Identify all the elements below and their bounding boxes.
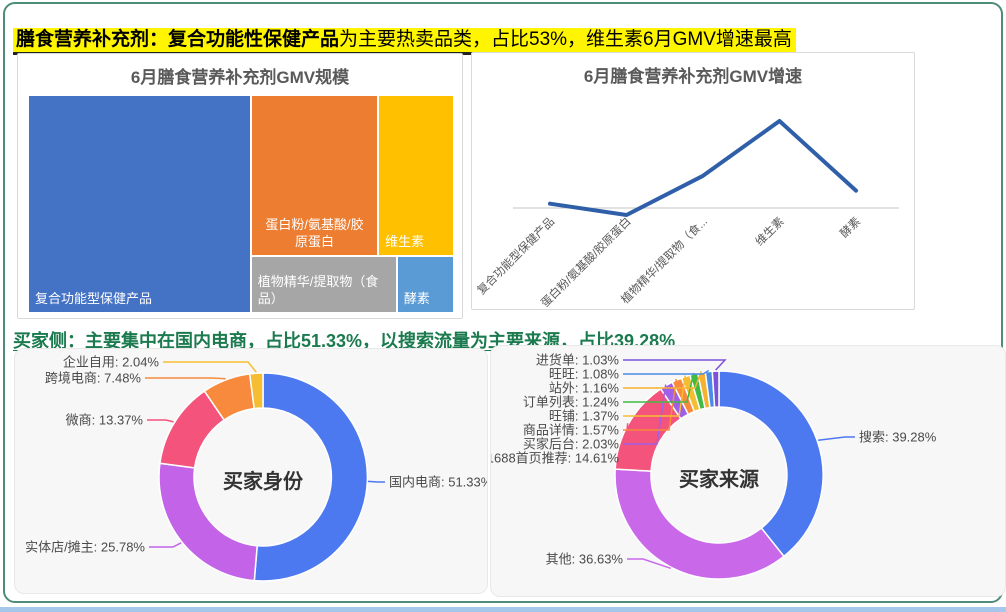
line-chart-title: 6月膳食营养补充剂GMV增速: [583, 67, 803, 86]
donut-slice: [711, 370, 720, 408]
treemap-node: 植物精华/提取物（食品）: [250, 255, 397, 313]
buyer-source-center-label: 买家来源: [679, 469, 759, 491]
donut-slice-label: 进货单: 1.03%: [536, 353, 620, 368]
treemap-chart: 复合功能型保健产品 蛋白粉/氨基酸/胶原蛋白维生素植物精华/提取物（食品） 酵素: [28, 95, 454, 313]
donut-slice-label: 1688首页推荐: 14.61%: [491, 451, 619, 466]
donut-label-connector: [623, 369, 710, 375]
donut-slice-label: 商品详情: 1.57%: [523, 423, 620, 438]
donut-slice-label: 买家后台: 2.03%: [523, 437, 620, 452]
donut-slice-label: 实体店/摊主: 25.78%: [25, 540, 145, 555]
donut-slice: [248, 372, 264, 410]
donut-slice: [718, 370, 824, 558]
treemap-node: 蛋白粉/氨基酸/胶原蛋白: [250, 95, 379, 256]
treemap-node: 复合功能型保健产品: [28, 95, 251, 313]
donut-label-connector: [623, 378, 678, 431]
x-axis-tick-label: 植物精华/提取物（食...: [618, 214, 710, 306]
donut-label-connector: [367, 480, 385, 483]
donut-label-connector: [623, 371, 703, 389]
donut-slice-label: 搜索: 39.28%: [859, 430, 937, 445]
bottom-accent-strip: [0, 607, 1006, 612]
donut-slice: [253, 372, 369, 582]
donut-slice-label: 其他: 36.63%: [546, 552, 624, 567]
buyer-identity-donut-chart: 国内电商: 51.33% 实体店/摊主: 25.78% 微商: 13.37% 跨境电商…: [25, 355, 487, 582]
treemap-node-label: 植物精华/提取物（食品）: [257, 274, 379, 306]
gmv-growth-chart-card: 6月膳食营养补充剂GMV增速 复合功能型保健产品 蛋白粉/氨基酸/胶原蛋白 植物精华…: [471, 52, 915, 310]
donut-slice-label: 旺旺: 1.08%: [549, 367, 620, 382]
buyer-source-panel: 搜索: 39.28% 其他: 36.63% 1688首页推荐: 14.61% 买家后台…: [490, 345, 1006, 597]
treemap-node-label: 蛋白粉/氨基酸/胶原蛋白: [265, 217, 364, 249]
donut-label-connector: [163, 361, 257, 373]
donut-slice-label: 国内电商: 51.33%: [389, 475, 487, 490]
donut-label-connector: [623, 372, 695, 403]
treemap-title: 6月膳食营养补充剂GMV规模: [130, 68, 350, 87]
x-axis-tick-label: 复合功能型保健产品: [474, 214, 557, 297]
x-axis-tick-label: 维生素: [752, 214, 786, 248]
gmv-growth-line: [548, 119, 858, 217]
headline-bold-part: 膳食营养补充剂：复合功能性保健产品: [16, 29, 340, 50]
treemap-node: 酵素: [396, 255, 454, 313]
treemap-node: 维生素: [378, 95, 454, 256]
treemap-node-label: 维生素: [385, 233, 425, 249]
gmv-scale-chart-card: 6月膳食营养补充剂GMV规模 复合功能型保健产品 蛋白粉/氨基酸/胶原蛋白维生素植…: [17, 53, 463, 319]
x-axis-tick-label: 酵素: [838, 215, 863, 240]
buyer-identity-panel: 国内电商: 51.33% 实体店/摊主: 25.78% 微商: 13.37% 跨境电商…: [14, 348, 488, 594]
donut-label-connector: [623, 384, 667, 445]
donut-label-connector: [149, 542, 182, 548]
headline-rest-part: 为主要热卖品类，占比53%，维生素6月GMV增速最高: [339, 29, 792, 50]
headline-highlight-band: 膳食营养补充剂：复合功能性保健产品为主要热卖品类，占比53%，维生素6月GMV增…: [13, 28, 796, 55]
treemap-node-label: 酵素: [403, 290, 430, 306]
donut-label-connector: [627, 558, 672, 570]
donut-slice-label: 微商: 13.37%: [66, 413, 144, 428]
donut-label-connector: [623, 359, 727, 371]
donut-label-connector: [818, 436, 855, 442]
donut-label-connector: [623, 375, 687, 417]
donut-slice-label: 站外: 1.16%: [549, 381, 620, 396]
donut-label-connector: [145, 377, 226, 380]
buyer-source-donut-chart: 搜索: 39.28% 其他: 36.63% 1688首页推荐: 14.61%买家后台…: [491, 353, 937, 580]
treemap-node-label: 复合功能型保健产品: [35, 290, 153, 306]
donut-slice-label: 跨境电商: 7.48%: [45, 371, 142, 386]
donut-slice-label: 订单列表: 1.24%: [523, 395, 620, 410]
donut-slice-label: 旺铺: 1.37%: [549, 409, 620, 424]
donut-label-connector: [623, 423, 629, 459]
donut-label-connector: [147, 419, 174, 423]
buyer-identity-center-label: 买家身份: [223, 471, 303, 493]
donut-slice: [614, 468, 785, 580]
donut-slice-label: 企业自用: 2.04%: [63, 355, 160, 370]
headline-supply-side: 膳食营养补充剂：复合功能性保健产品为主要热卖品类，占比53%，维生素6月GMV增…: [13, 24, 796, 55]
